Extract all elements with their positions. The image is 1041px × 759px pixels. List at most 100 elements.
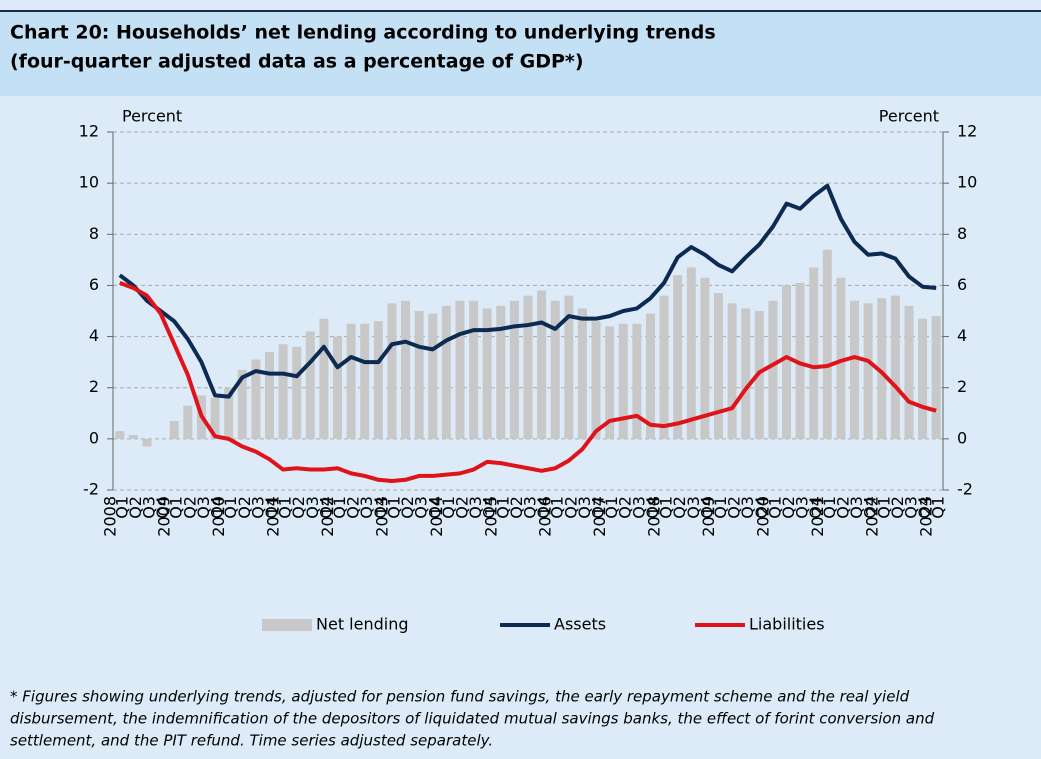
y2-tick-label: 8 [957,224,967,243]
y2-tick-label: 12 [957,122,977,141]
y2-tick-label: 2 [957,377,967,396]
x-tick-label: Q3 [738,496,757,519]
x-year-label: 2021 [808,496,827,537]
bar [809,267,819,439]
x-tick-label: Q1 [330,496,349,519]
x-tick-label: Q3 [575,496,594,519]
x-tick-label: Q2 [670,496,689,519]
x-tick-label: Q2 [561,496,580,519]
bar [115,431,125,439]
x-tick-label: Q4 [915,496,934,519]
bar [428,313,438,439]
y-tick-label: 0 [89,428,99,447]
y-tick-label: 10 [79,173,99,192]
x-tick-label: Q2 [398,496,417,519]
bar [264,351,274,439]
bar [210,397,220,439]
bar [822,249,832,439]
x-tick-label: Q4 [861,496,880,519]
x-tick-label: Q3 [466,496,485,519]
bar [727,303,737,439]
bar [496,305,506,439]
legend-label: Net lending [316,615,409,634]
bar [645,313,655,439]
x-tick-label: Q3 [303,496,322,519]
x-tick-label: Q3 [901,496,920,519]
bar [686,267,696,439]
y-tick-label: 4 [89,326,99,345]
bar [469,300,479,439]
x-year-label: 2008 [100,496,119,537]
x-year-label: 2019 [699,496,718,537]
x-tick-label: Q2 [725,496,744,519]
bar [904,305,914,439]
x-tick-label: Q2 [235,496,254,519]
x-year-label: 2009 [155,496,174,537]
x-tick-label: Q1 [221,496,240,519]
chart-title: Chart 20: Households’ net lending accord… [10,22,716,44]
x-year-label: 2013 [372,496,391,537]
x-tick-label: Q3 [140,496,159,519]
bar [387,303,397,439]
x-tick-label: Q3 [357,496,376,519]
x-tick-label: Q1 [929,496,948,519]
bar [509,300,519,439]
x-tick-label: Q4 [480,496,499,519]
y2-tick-label: -2 [957,480,973,499]
y2-tick-label: 6 [957,275,967,294]
x-tick-label: Q3 [629,496,648,519]
bar [183,405,193,439]
x-year-label: 2023 [917,496,936,537]
bar [836,277,846,439]
x-tick-label: Q4 [153,496,172,519]
x-tick-label: Q3 [684,496,703,519]
x-tick-label: Q4 [208,496,227,519]
x-tick-label: Q3 [847,496,866,519]
legend-label: Assets [554,615,606,634]
x-tick-label: Q4 [534,496,553,519]
x-tick-label: Q1 [602,496,621,519]
bar [237,369,247,439]
bar [890,295,900,439]
bar [768,300,778,439]
legend-label: Liabilities [749,615,825,634]
bar [278,344,288,439]
x-year-label: 2020 [753,496,772,537]
bar [659,295,669,439]
bar [673,275,683,439]
bar [251,359,261,439]
x-tick-label: Q1 [548,496,567,519]
footnote: disbursement, the indemnification of the… [10,710,935,728]
x-year-label: 2018 [645,496,664,537]
bar [142,438,152,447]
y2-axis-label: Percent [879,107,939,126]
y-tick-label: 8 [89,224,99,243]
x-tick-label: Q1 [493,496,512,519]
bar [482,308,492,439]
x-tick-label: Q4 [589,496,608,519]
x-tick-label: Q3 [521,496,540,519]
bar [577,308,587,439]
x-tick-label: Q1 [657,496,676,519]
bar [373,321,383,439]
bar [714,293,723,439]
y2-tick-label: 0 [957,428,967,447]
x-tick-label: Q4 [371,496,390,519]
x-tick-label: Q2 [289,496,308,519]
x-tick-label: Q3 [412,496,431,519]
x-tick-label: Q4 [697,496,716,519]
bar [795,282,805,439]
footnote: * Figures showing underlying trends, adj… [10,688,910,706]
y-tick-label: 12 [79,122,99,141]
bar [455,300,465,439]
x-tick-label: Q2 [888,496,907,519]
bar [333,336,342,439]
bar [224,387,234,439]
bar [292,346,302,439]
header-band [0,10,1041,96]
x-year-label: 2012 [318,496,337,537]
bar [605,326,615,439]
x-tick-label: Q3 [248,496,267,519]
bar [918,318,928,439]
